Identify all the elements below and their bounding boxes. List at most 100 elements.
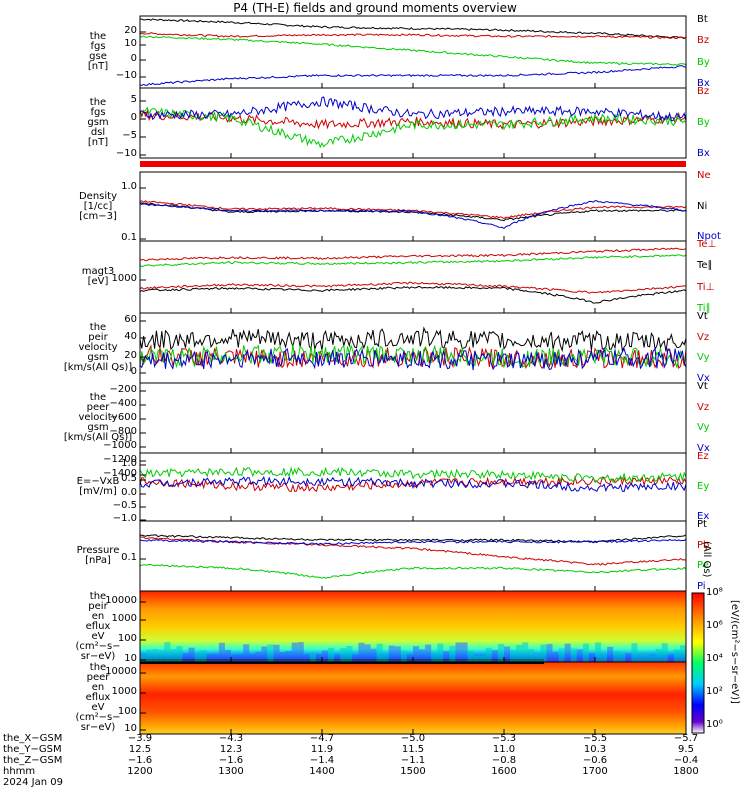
ytick-label: 1.0 [121,458,137,469]
ytick-label: −200 [109,384,137,395]
panel-frame-temperature [139,240,687,314]
spectrogram-cell [376,643,383,662]
legend-Ez: Ez [697,451,709,462]
orbit-value: 1400 [309,766,335,777]
orbit-value: 1500 [400,766,426,777]
spectrogram-cell [231,655,238,662]
ylabel-peer_eflux: the peer en eflux eV (cm²−s− sr−eV) [58,663,138,733]
legend-Vz: Vz [697,401,710,413]
orbit-value: 11.5 [401,744,425,755]
spectrogram-cell [146,649,153,662]
spectrogram-cell [461,642,468,662]
spectrogram-cell [176,646,183,662]
ytick-label: −5 [122,130,137,141]
ytick-label: 60 [124,314,137,325]
ylabel-line: velocity [78,342,118,353]
legend-Te∥: Te∥ [697,260,713,272]
legend-Ti∥: Ti∥ [697,303,711,314]
spectrogram-cell [164,642,171,662]
ylabel-line: gsm [87,422,109,433]
spectrogram-cell [534,653,541,662]
orbit-row-name: hhmm [3,766,36,777]
legend-Npot: Npot [697,231,721,242]
spectrogram-cell [437,643,444,662]
ylabel-line: en [91,682,105,693]
legend-Vy: Vy [697,352,710,364]
spectrogram-cell [243,644,250,662]
spectrogram-cell [655,648,662,662]
ylabel-fgs_gse: the fgs gse [nT] [58,32,138,72]
orbit-value: −1.1 [400,755,426,766]
series-temperature-Ti∥ [139,254,687,268]
orbit-value: 1700 [582,766,608,777]
spectrogram-cell [388,645,395,662]
ytick-label: 0 [130,112,137,123]
ylabel-line: the [89,97,107,108]
series-efield-Ex [139,475,687,493]
spectrogram-cell [224,649,231,662]
legend-Vz: Vz [697,331,710,343]
ytick-label: 1000 [111,273,137,284]
ylabel-line: the [89,31,107,42]
ylabel-line: (cm²−s− [75,712,121,723]
spectrogram-cell [352,655,359,662]
ylabel-line: the [89,662,107,673]
ylabel-peer_velocity: the peer velocity gsm [km/s(All Qs)] [58,393,138,443]
spectrogram-cell [170,649,177,662]
date-label: 2024 Jan 09 [3,777,63,788]
spectrogram-cell [322,650,329,662]
spectrogram-cell [400,650,407,662]
panel-frame-peer_velocity [139,382,687,454]
spectrogram-cell [455,642,462,662]
spectrogram-cell [158,649,165,662]
ylabel-temperature: magt3 [eV] [58,267,138,287]
spectrogram-cell [273,644,280,662]
orbit-value: 11.9 [310,744,334,755]
ylabel-line: [km/s(All Qs)] [63,432,133,443]
spectrogram-cell [285,650,292,662]
orbit-row-name: the_X−GSM [3,733,63,744]
legend-Vt: Vt [697,311,708,322]
spectrogram-cell [200,650,207,662]
series-fgs_gse-By [139,35,687,66]
spectrogram-cell [261,646,268,662]
spectrogram-cell [637,653,644,662]
ylabel-line: eflux [85,620,111,632]
ytick-label: 0.5 [121,473,137,484]
spectrogram-cell [267,644,274,662]
legend-Ey: Ey [697,481,710,492]
ylabel-line: gsm [87,352,109,363]
ytick-label: −1000 [103,440,137,451]
spectrogram-cell [631,643,638,662]
colorbar [691,592,705,734]
colorbar-tick: 10⁸ [706,587,723,598]
ytick-label: 1000 [111,613,137,624]
spectrogram-cell [595,642,602,662]
spectrogram-cell [649,655,656,662]
legend-Pe: Pe [697,560,709,572]
spectrogram-cell [249,653,256,662]
legend-Pt: Pt [697,519,707,530]
ylabel-line: magt3 [81,266,115,277]
ylabel-line: sr−eV) [80,650,116,662]
ytick-label: 20 [124,350,137,361]
spectrogram-cell [182,653,189,662]
ylabel-line: [cm−3] [79,210,117,222]
series-peir_velocity-Vx [139,347,687,371]
spectrogram-cell [212,653,219,662]
ylabel-fgs_gsm_dsl: the fgs gsm dsl [nT] [58,98,138,148]
ylabel-line: peir [88,332,108,343]
orbit-value: −5.5 [582,733,608,744]
ytick-label: 20 [124,25,137,36]
spectrogram-cell [601,652,608,662]
ylabel-peir_eflux: the peir en eflux eV (cm²−s− sr−eV) [58,591,138,662]
spectrogram-cell [364,644,371,662]
legend-Te⊥: Te⊥ [697,239,717,250]
ylabel-line: dsl [90,127,106,138]
spectrogram-cell [497,643,504,662]
ylabel-line: fgs [90,107,106,118]
ylabel-line: Pressure [76,545,120,556]
ylabel-line: the [89,322,107,333]
ylabel-line: [mV/m] [79,486,117,497]
